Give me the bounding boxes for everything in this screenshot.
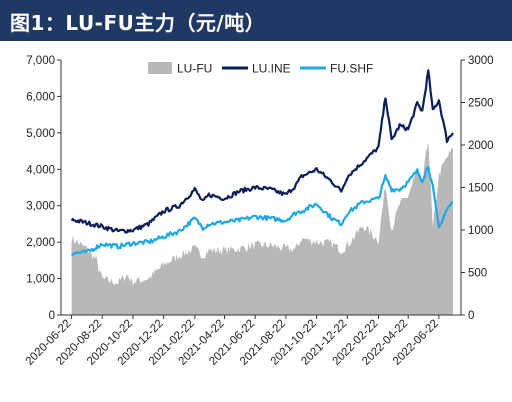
y-right-tick-label: 1000 [468,225,494,237]
legend-label-fu-shf: FU.SHF [330,62,373,76]
legend-label-lu-fu: LU-FU [177,62,212,76]
y-right-tick-label: 2000 [468,140,494,152]
y-right-tick-label: 1500 [468,183,494,195]
chart-title: 图1：LU-FU主力（元/吨） [10,11,266,35]
legend-swatch-lu-fu [148,62,172,74]
legend: LU-FU LU.INE FU.SHF [148,62,373,76]
chart: 0 1,000 2,000 3,000 4,000 5,000 6,000 7,000 0 500… [24,55,494,368]
y-right-tick-label: 500 [468,268,487,280]
series-line-lu-ine [70,69,454,234]
title-bar: 图1：LU-FU主力（元/吨） [0,0,512,41]
y-left-tick-label: 1,000 [26,274,55,286]
y-left-tick-label: 7,000 [26,55,55,67]
y-left-tick-label: 3,000 [26,201,55,213]
y-left-tick-label: 2,000 [26,237,55,249]
y-left-tick-label: 5,000 [26,128,55,140]
series-area-lu-fu [71,142,453,315]
series-line-fu-shf [70,165,454,256]
y-right-tick-label: 0 [468,310,474,322]
y-right-tick-label: 2500 [468,98,494,110]
y-left-tick-label: 4,000 [26,164,55,176]
plot-area [70,69,454,315]
y-left-tick-label: 6,000 [26,91,55,103]
legend-label-lu-ine: LU.INE [252,62,291,76]
y-left-tick-label: 0 [49,310,55,322]
y-right-tick-label: 3000 [468,55,494,67]
